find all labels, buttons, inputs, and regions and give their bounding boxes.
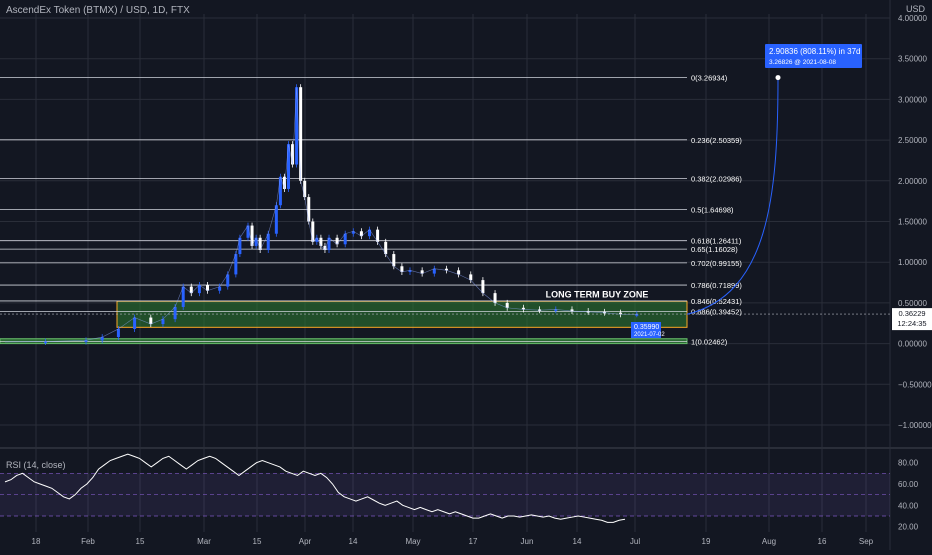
y-tick-label: 0.00000 [898, 340, 927, 349]
x-tick-label: 14 [573, 537, 582, 546]
y-tick-label: 3.00000 [898, 95, 927, 104]
x-tick-label: Mar [197, 537, 211, 546]
y-tick-label: 0.50000 [898, 299, 927, 308]
projection-label-line1: 2.90836 (808.11%) in 37d [769, 47, 860, 56]
rsi-y-tick-label: 20.00 [898, 523, 919, 532]
x-tick-label: Aug [762, 537, 776, 546]
fib-level-label: 1(0.02462) [691, 338, 728, 347]
entry-marker-date: 2021-07-02 [634, 332, 665, 338]
x-tick-label: 15 [136, 537, 145, 546]
y-tick-label: 1.00000 [898, 258, 927, 267]
y-tick-label: −1.00000 [898, 421, 932, 430]
entry-marker-price: 0.35990 [634, 324, 659, 331]
fib-level-label: 0.702(0.99155) [691, 259, 742, 268]
y-tick-label: 2.00000 [898, 177, 927, 186]
rsi-title: RSI (14, close) [6, 460, 66, 470]
bottom-zone-rect [0, 338, 688, 345]
y-tick-label: 1.50000 [898, 218, 927, 227]
x-tick-label: 16 [818, 537, 827, 546]
y-tick-label: −0.50000 [898, 380, 932, 389]
x-tick-label: 17 [469, 537, 478, 546]
fib-level-label: 0.5(1.64698) [691, 206, 734, 215]
projection-label-box [765, 44, 862, 68]
buy-zone-label: LONG TERM BUY ZONE [546, 289, 649, 299]
chart-title: AscendEx Token (BTMX) / USD, 1D, FTX [6, 5, 190, 16]
projection-curve [686, 77, 779, 315]
current-price-tag [892, 308, 932, 331]
projection-endpoint [775, 75, 781, 81]
countdown-value: 12:24:35 [897, 319, 926, 328]
x-tick-label: 15 [253, 537, 262, 546]
currency-label: USD [906, 4, 926, 14]
projection-label-line2: 3.26826 @ 2021-08-08 [769, 59, 836, 66]
x-tick-label: Feb [81, 537, 95, 546]
x-tick-label: May [405, 537, 420, 546]
fib-level-label: 0(3.26934) [691, 73, 728, 82]
x-tick-label: Sep [859, 537, 874, 546]
fib-level-label: 0.382(2.02986) [691, 174, 742, 183]
entry-marker-box [631, 322, 661, 338]
fib-level-label: 0.236(2.50359) [691, 136, 742, 145]
rsi-y-tick-label: 80.00 [898, 459, 919, 468]
fib-level-label: 0.886(0.39452) [691, 307, 742, 316]
rsi-y-tick-label: 40.00 [898, 501, 919, 510]
x-tick-label: Apr [299, 537, 312, 546]
fib-level-label: 0.786(0.71899) [691, 281, 742, 290]
x-tick-label: 18 [32, 537, 41, 546]
price-path [4, 87, 637, 343]
fib-level-label: 0.65(1.16028) [691, 245, 738, 254]
x-tick-label: 14 [349, 537, 358, 546]
x-tick-label: 19 [702, 537, 711, 546]
current-price-value: 0.36229 [898, 309, 925, 318]
rsi-line [4, 453, 626, 523]
rsi-y-tick-label: 60.00 [898, 480, 919, 489]
y-tick-label: 3.50000 [898, 55, 927, 64]
y-tick-label: 4.00000 [898, 14, 927, 23]
x-tick-label: Jun [521, 537, 534, 546]
y-tick-label: 2.50000 [898, 136, 927, 145]
fib-level-label: 0.618(1.26411) [691, 237, 742, 246]
x-tick-label: Jul [630, 537, 640, 546]
